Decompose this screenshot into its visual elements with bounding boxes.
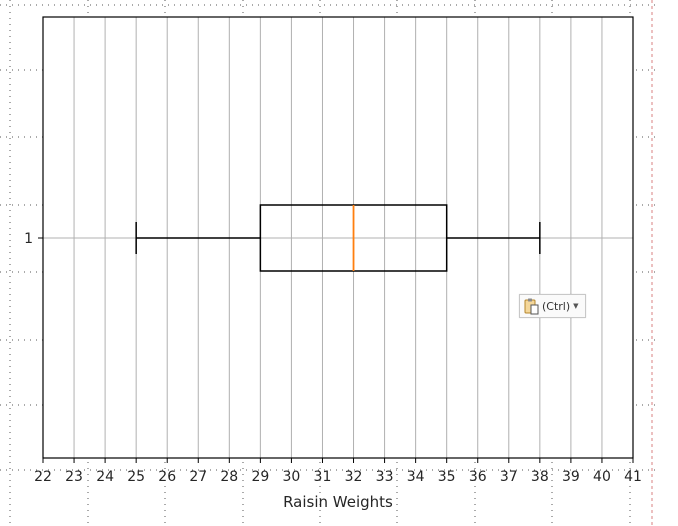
x-tick-label: 32: [345, 469, 363, 485]
x-tick-label: 26: [158, 469, 176, 485]
y-tick-label: 1: [24, 231, 33, 247]
x-tick-label: 30: [283, 469, 301, 485]
x-tick-label: 25: [127, 469, 145, 485]
x-tick-label: 31: [314, 469, 332, 485]
x-tick-label: 41: [624, 469, 642, 485]
x-tick-label: 28: [220, 469, 238, 485]
x-tick-label: 38: [531, 469, 549, 485]
x-tick-label: 35: [438, 469, 456, 485]
x-tick-label: 37: [500, 469, 518, 485]
x-tick-label: 23: [65, 469, 83, 485]
paste-options-label: (Ctrl): [542, 299, 571, 313]
y-axis-ticks: 1: [24, 231, 43, 247]
x-tick-label: 33: [376, 469, 394, 485]
box-layer: [135, 204, 541, 272]
x-axis-ticks: 22 23 24 25 26 27 28 29 30 31 32 33 34 35 36 37 38 39 40 41: [34, 458, 642, 485]
x-tick-label: 34: [407, 469, 425, 485]
x-tick-label: 36: [469, 469, 487, 485]
clipboard-icon: [524, 298, 539, 315]
x-tick-label: 40: [593, 469, 611, 485]
x-tick-label: 27: [189, 469, 207, 485]
chevron-down-icon: ▼: [573, 302, 579, 310]
paste-options-button[interactable]: (Ctrl) ▼: [519, 294, 586, 318]
x-tick-label: 29: [251, 469, 269, 485]
x-tick-label: 24: [96, 469, 114, 485]
x-axis-title: Raisin Weights: [283, 493, 393, 511]
x-tick-label: 22: [34, 469, 52, 485]
x-tick-label: 39: [562, 469, 580, 485]
